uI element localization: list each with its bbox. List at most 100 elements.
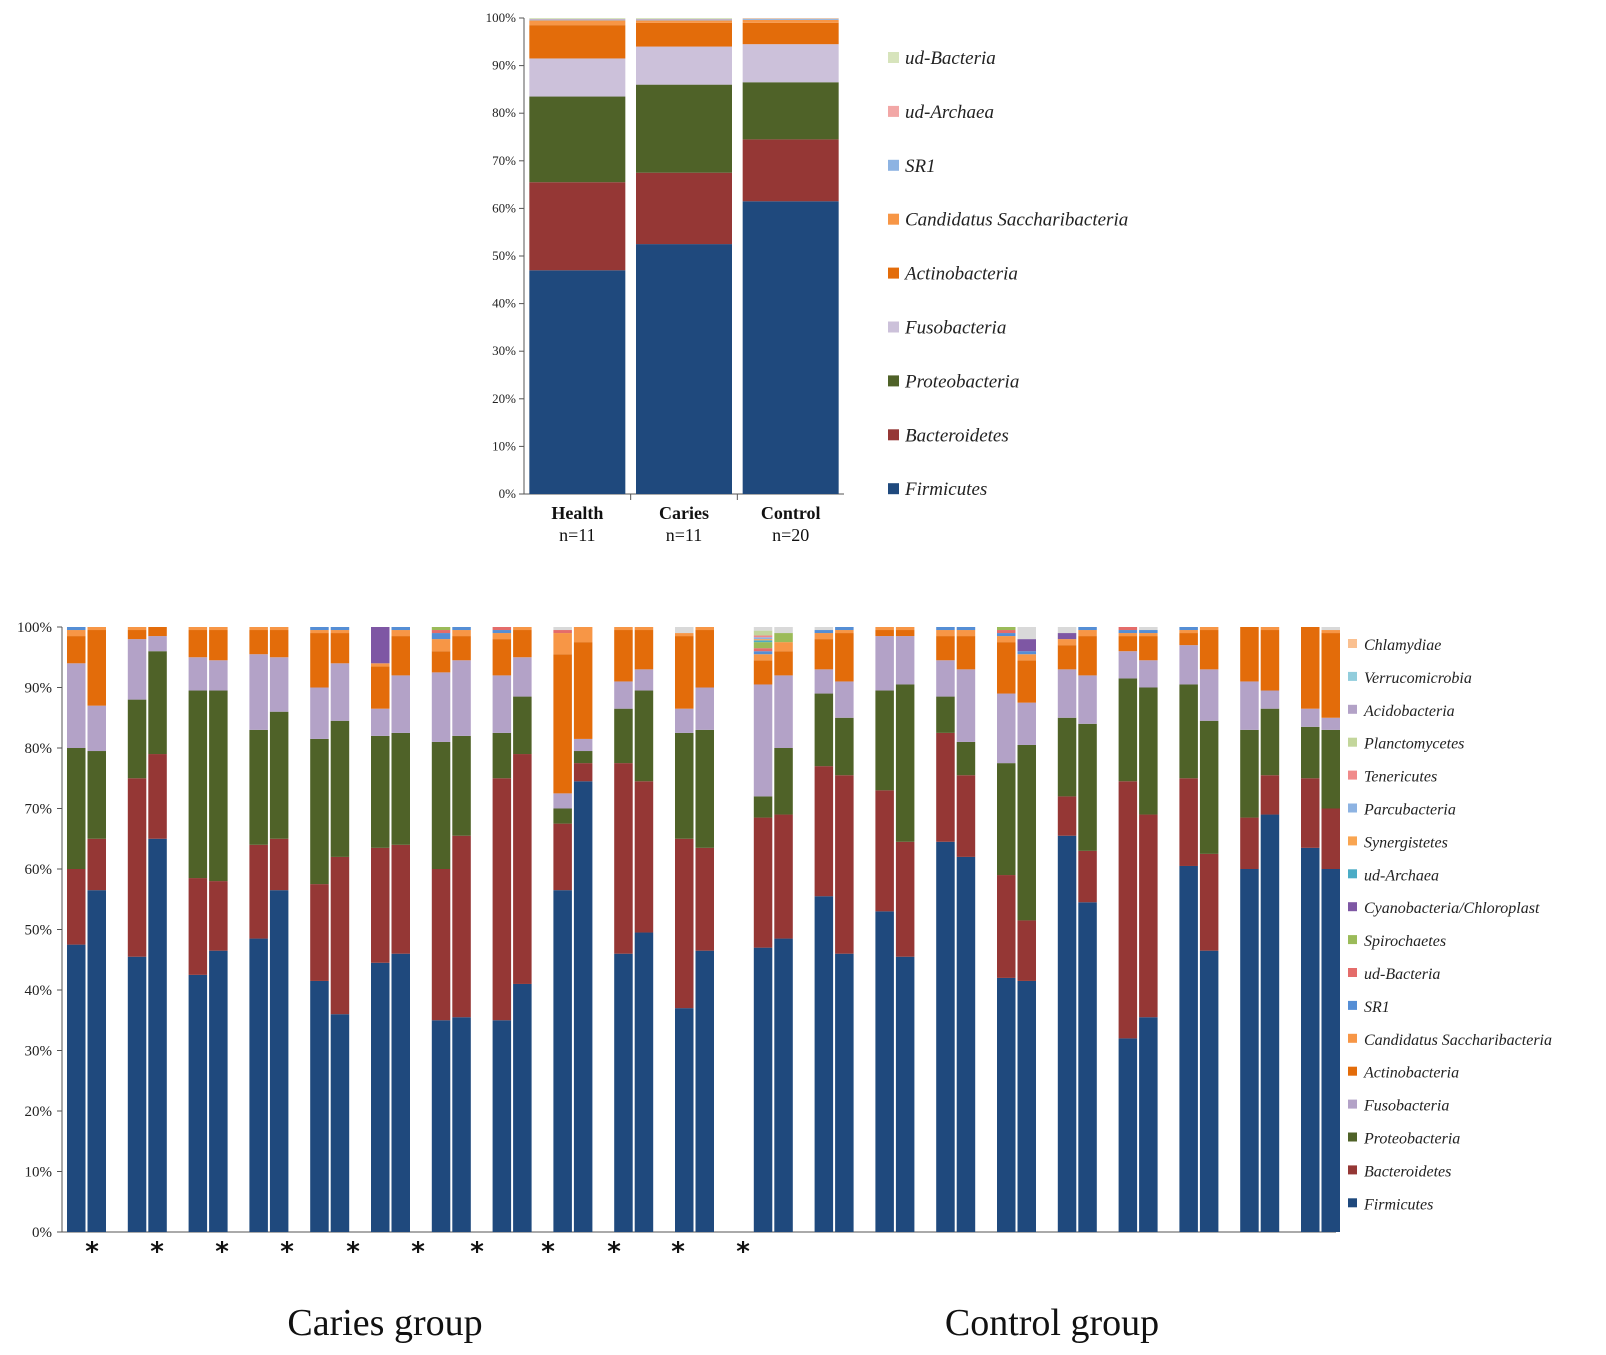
bar-segment [875,911,894,1232]
bar-segment [209,690,228,882]
bar-segment [553,630,572,634]
bar-segment [1321,630,1340,634]
bar-segment [310,627,329,631]
bar-segment [371,962,390,1232]
bar-segment [371,666,390,709]
bar-segment [997,642,1016,694]
group-label-control: Control group [945,1302,1159,1344]
bar-segment [1240,817,1259,869]
bar-segment [1057,669,1077,718]
bar-segment [330,663,350,721]
legend-swatch [1348,902,1357,912]
bar-segment [753,947,773,1232]
bar-segment [452,636,471,661]
bar-segment [634,690,654,782]
bar-segment [1139,636,1158,661]
bar-segment [492,639,512,676]
bar-segment [371,735,390,848]
bar-segment [330,630,350,634]
legend-swatch [888,267,899,279]
bar-segment [1017,744,1036,921]
bar-segment [895,627,915,631]
bar-segment [636,20,732,23]
bar-segment [1017,639,1036,652]
bar-segment [675,636,694,709]
bar-segment [753,630,773,636]
bar-segment [753,639,773,641]
bar-segment [695,627,714,631]
bar-segment [675,627,694,634]
bar-segment [452,660,471,736]
significance-star: * [607,1237,621,1267]
significance-star: * [280,1237,294,1267]
bar-segment [774,651,793,676]
bar-segment [452,630,471,637]
bar-segment [634,630,654,670]
bar-segment [614,681,633,709]
bar-segment [269,627,289,631]
bar-segment [1118,630,1138,634]
bar-segment [1199,720,1219,854]
legend-label: SR1 [905,156,936,177]
bar-segment [127,627,147,631]
bar-segment [753,654,773,661]
bar-segment [269,630,289,658]
bar-segment [814,630,834,634]
bar-segment [742,44,839,83]
bar-segment [249,630,268,655]
bar-segment [1260,690,1280,709]
bar-segment [675,732,694,839]
bar-segment [895,636,915,685]
bar-segment [895,841,915,957]
bar-segment [1139,660,1158,688]
bar-segment [529,19,626,21]
y-tick-label: 40% [492,296,516,311]
bar-segment [695,950,714,1232]
bar-segment [742,19,839,23]
legend-swatch [1348,639,1357,648]
category-sublabel: n=20 [772,525,809,545]
legend-label: ud-Archaea [1364,867,1439,884]
bar-segment [936,841,955,1232]
bar-segment [371,708,390,736]
bar-segment [452,1017,471,1232]
bar-segment [1179,627,1198,631]
y-tick-label: 100% [17,620,52,636]
bar-segment [1260,708,1280,776]
bar-segment [1179,633,1198,646]
bar-segment [1139,627,1158,631]
bar-segment [742,201,839,494]
bar-segment [553,627,572,631]
top-stacked-bar-chart: 0%10%20%30%40%50%60%70%80%90%100%Healthn… [486,10,844,545]
legend-label: Fusobacteria [904,318,1006,339]
bar-segment [1139,814,1158,1018]
bar-segment [573,642,593,739]
bar-segment [814,633,834,640]
bar-segment [513,657,532,697]
bar-segment [774,748,793,815]
bar-segment [513,627,532,631]
bar-segment [956,627,976,631]
significance-star: * [85,1237,99,1267]
bar-segment [513,754,532,984]
bar-segment [614,630,633,682]
legend-label: Firmicutes [1363,1196,1433,1213]
bar-segment [127,699,147,779]
bar-segment [634,627,654,631]
bar-segment [553,890,572,1232]
bar-segment [1179,684,1198,779]
y-tick-label: 80% [25,741,53,757]
bar-segment [1017,660,1036,703]
bar-segment [774,627,793,634]
y-tick-label: 40% [25,983,53,999]
y-tick-label: 30% [492,343,516,358]
bar-segment [936,636,955,661]
legend-label: Cyanobacteria/Chloroplast [1364,900,1540,917]
bar-segment [209,660,228,691]
bar-segment [127,639,147,700]
bar-segment [1017,702,1036,745]
bar-segment [636,172,732,245]
legend-label: Tenericutes [1364,769,1437,786]
bar-segment [814,639,834,670]
bar-segment [1301,726,1320,779]
